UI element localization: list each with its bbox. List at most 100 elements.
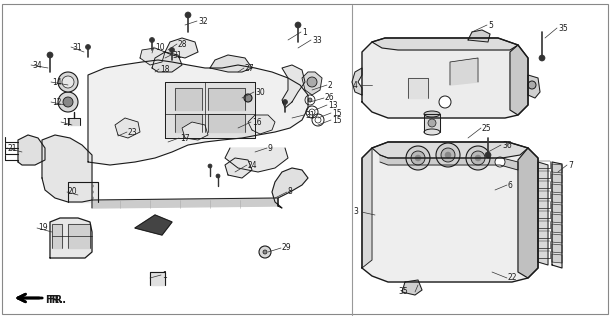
Polygon shape xyxy=(450,58,478,85)
Circle shape xyxy=(295,22,301,28)
Polygon shape xyxy=(225,148,288,172)
Circle shape xyxy=(73,196,76,199)
Text: FR.: FR. xyxy=(45,295,63,305)
Polygon shape xyxy=(552,254,562,263)
Polygon shape xyxy=(510,45,528,115)
Polygon shape xyxy=(468,30,490,42)
Polygon shape xyxy=(182,122,208,140)
Text: 8: 8 xyxy=(288,188,293,196)
Polygon shape xyxy=(225,158,252,178)
Polygon shape xyxy=(352,68,362,95)
Text: 24: 24 xyxy=(248,161,258,170)
Circle shape xyxy=(84,185,87,188)
Text: 14: 14 xyxy=(52,77,62,86)
Polygon shape xyxy=(552,184,562,193)
Polygon shape xyxy=(152,52,182,72)
Polygon shape xyxy=(408,78,428,98)
Circle shape xyxy=(259,246,271,258)
Circle shape xyxy=(84,196,87,199)
Text: 11: 11 xyxy=(62,117,71,126)
Circle shape xyxy=(485,152,491,158)
Text: 15: 15 xyxy=(332,108,342,117)
Polygon shape xyxy=(272,168,308,208)
Text: 16: 16 xyxy=(252,117,262,126)
Text: 30: 30 xyxy=(255,87,265,97)
Circle shape xyxy=(495,157,505,167)
Text: 3: 3 xyxy=(353,207,358,217)
Text: 28: 28 xyxy=(178,39,188,49)
Circle shape xyxy=(208,164,212,168)
Text: 20: 20 xyxy=(68,188,78,196)
Text: 27: 27 xyxy=(245,63,255,73)
Polygon shape xyxy=(372,38,518,50)
Circle shape xyxy=(169,47,175,52)
Polygon shape xyxy=(302,72,322,95)
Polygon shape xyxy=(552,162,562,268)
Ellipse shape xyxy=(424,111,440,117)
Circle shape xyxy=(150,37,155,43)
Polygon shape xyxy=(150,272,165,285)
Text: 32: 32 xyxy=(198,17,208,26)
Circle shape xyxy=(78,185,81,188)
Polygon shape xyxy=(175,114,202,132)
Circle shape xyxy=(406,146,430,170)
Polygon shape xyxy=(552,234,562,243)
Text: FR.: FR. xyxy=(48,295,66,305)
Circle shape xyxy=(84,190,87,194)
Circle shape xyxy=(471,151,485,165)
Circle shape xyxy=(78,190,81,194)
Circle shape xyxy=(185,12,191,18)
Text: 2: 2 xyxy=(328,81,333,90)
Text: 31: 31 xyxy=(305,110,315,119)
Polygon shape xyxy=(528,75,540,98)
Circle shape xyxy=(73,190,76,194)
Text: 25: 25 xyxy=(482,124,492,132)
Polygon shape xyxy=(372,142,528,158)
Polygon shape xyxy=(402,280,422,295)
Text: 9: 9 xyxy=(268,143,273,153)
Polygon shape xyxy=(52,224,62,248)
Text: 1: 1 xyxy=(302,28,307,36)
Polygon shape xyxy=(68,118,80,125)
Polygon shape xyxy=(68,182,98,202)
Text: 17: 17 xyxy=(180,133,189,142)
Text: 10: 10 xyxy=(155,43,164,52)
Circle shape xyxy=(475,155,481,161)
Circle shape xyxy=(216,174,220,178)
Circle shape xyxy=(309,109,315,115)
Circle shape xyxy=(282,100,288,105)
Text: 31: 31 xyxy=(172,51,181,60)
Circle shape xyxy=(539,55,545,61)
Text: 4: 4 xyxy=(353,81,358,90)
Polygon shape xyxy=(208,88,245,110)
Polygon shape xyxy=(362,148,372,268)
Circle shape xyxy=(58,72,78,92)
Circle shape xyxy=(78,196,81,199)
Text: 26: 26 xyxy=(325,93,335,102)
Polygon shape xyxy=(552,174,562,183)
Polygon shape xyxy=(552,224,562,233)
Text: 23: 23 xyxy=(128,127,137,137)
Text: 22: 22 xyxy=(508,274,518,283)
Circle shape xyxy=(441,148,455,162)
Circle shape xyxy=(86,44,90,50)
Text: 5: 5 xyxy=(488,20,493,29)
Polygon shape xyxy=(424,114,440,132)
Polygon shape xyxy=(50,218,92,258)
Polygon shape xyxy=(552,244,562,253)
Circle shape xyxy=(436,143,460,167)
Circle shape xyxy=(466,146,490,170)
Circle shape xyxy=(47,52,53,58)
Polygon shape xyxy=(362,38,528,118)
Polygon shape xyxy=(362,142,538,282)
Text: 7: 7 xyxy=(568,161,573,170)
Text: 1: 1 xyxy=(162,270,167,279)
Text: 18: 18 xyxy=(160,65,169,74)
Polygon shape xyxy=(248,115,275,134)
Text: 21: 21 xyxy=(8,143,18,153)
Polygon shape xyxy=(42,135,92,202)
Circle shape xyxy=(445,152,451,158)
Text: 29: 29 xyxy=(282,244,291,252)
Text: 19: 19 xyxy=(38,223,48,233)
Circle shape xyxy=(73,185,76,188)
